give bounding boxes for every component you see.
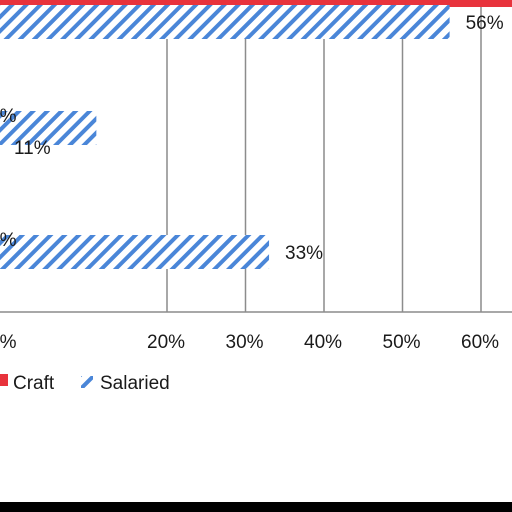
- chart-legend: Craft Salaried: [0, 373, 170, 394]
- x-tick-label-3: 40%: [304, 332, 342, 353]
- legend-swatch-craft: [0, 374, 8, 386]
- x-tick-label-2: 30%: [226, 332, 264, 353]
- x-tick-label-4: 50%: [383, 332, 421, 353]
- data-label-craft-2: 8%: [0, 230, 17, 251]
- bar-salaried-0: [0, 5, 450, 39]
- bar-craft-0: [0, 0, 512, 7]
- data-label-craft-1: 9%: [0, 106, 17, 127]
- x-tick-label-5: 60%: [461, 332, 499, 353]
- legend-swatch-salaried: [81, 376, 93, 388]
- bar-salaried-2: [0, 235, 270, 269]
- bar-salaried-1: [0, 111, 97, 145]
- legend-label-salaried: Salaried: [100, 373, 170, 394]
- data-label-salaried-2: 33%: [285, 243, 323, 264]
- x-tick-label-1: 20%: [147, 332, 185, 353]
- data-label-salaried-1: 11%: [14, 138, 51, 159]
- x-tick-label-0: 0%: [0, 332, 17, 353]
- bottom-border: [0, 502, 512, 512]
- data-label-salaried-0: 56%: [466, 13, 504, 34]
- legend-label-craft: Craft: [13, 373, 55, 394]
